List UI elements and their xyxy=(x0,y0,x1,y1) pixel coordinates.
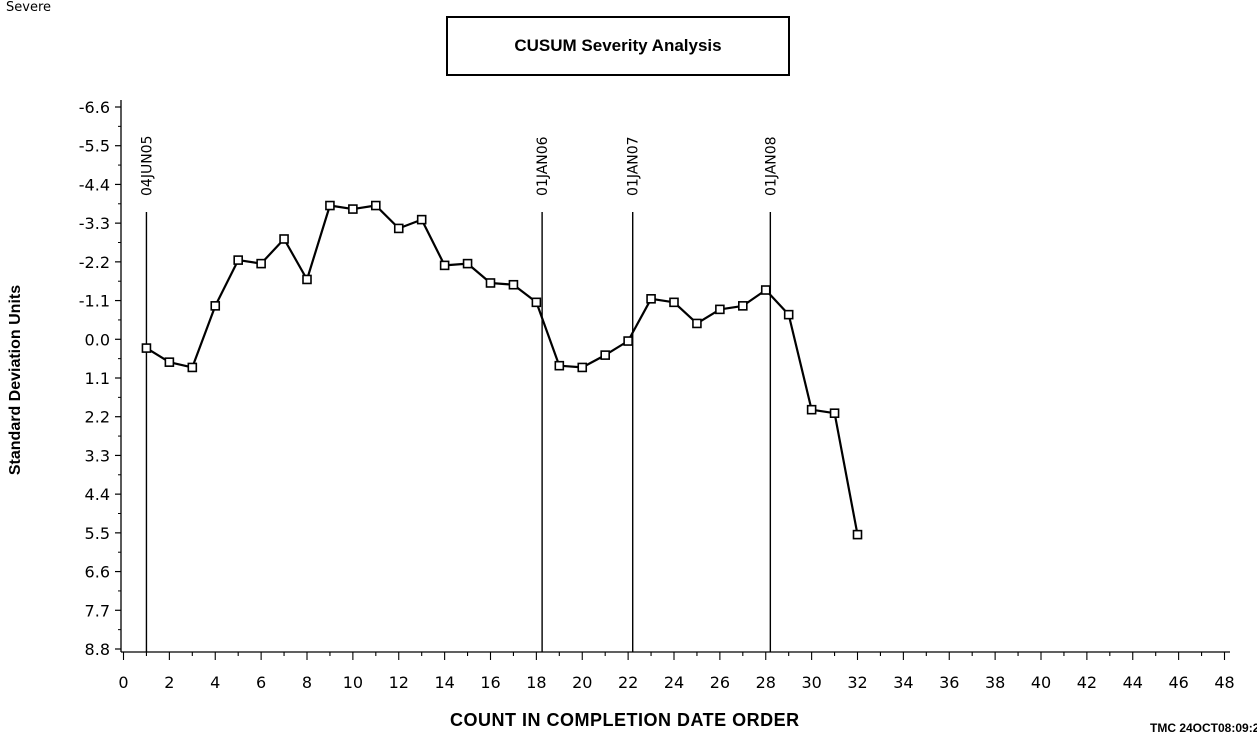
x-tick-label: 6 xyxy=(256,673,266,692)
x-tick-label: 42 xyxy=(1077,673,1097,692)
data-point-marker xyxy=(646,294,656,304)
y-tick-label: -4.4 xyxy=(79,175,110,194)
y-tick-label: 6.6 xyxy=(85,563,110,582)
data-point-marker xyxy=(554,360,565,371)
data-point-marker xyxy=(462,258,473,269)
y-tick-label: 2.2 xyxy=(85,408,110,427)
x-tick-label: 4 xyxy=(210,673,220,692)
y-tick-label: 1.1 xyxy=(85,369,110,388)
x-tick-label: 40 xyxy=(1031,673,1051,692)
data-point-marker xyxy=(692,318,702,329)
data-point-marker xyxy=(439,260,450,271)
data-point-marker xyxy=(302,274,312,285)
x-tick-label: 2 xyxy=(164,673,174,692)
x-tick-label: 48 xyxy=(1214,673,1234,692)
data-point-marker xyxy=(806,404,817,415)
data-point-marker xyxy=(416,214,427,225)
x-tick-label: 30 xyxy=(801,673,821,692)
data-point-marker xyxy=(164,357,175,367)
x-tick-label: 28 xyxy=(756,673,776,692)
reference-line-label: 01JAN06 xyxy=(535,136,551,196)
x-tick-label: 22 xyxy=(618,673,638,692)
x-tick-label: 44 xyxy=(1123,673,1143,692)
y-tick-label: -6.6 xyxy=(79,98,110,117)
x-tick-label: 26 xyxy=(710,673,730,692)
timestamp-stamp: TMC 24OCT08:09:22 xyxy=(1150,721,1257,735)
x-tick-label: 20 xyxy=(572,673,592,692)
data-point-marker xyxy=(760,285,771,295)
reference-line-label: 04JUN05 xyxy=(139,136,155,196)
data-point-marker xyxy=(623,336,633,346)
reference-line-label: 01JAN07 xyxy=(626,136,642,196)
y-tick-label: 3.3 xyxy=(85,446,110,465)
y-tick-label: -1.1 xyxy=(79,292,110,311)
y-tick-label: 8.8 xyxy=(85,640,110,659)
y-tick-label: 7.7 xyxy=(85,601,110,620)
x-tick-label: 14 xyxy=(434,673,454,692)
data-point-marker xyxy=(141,343,152,353)
y-tick-label: 5.5 xyxy=(85,524,110,543)
data-point-marker xyxy=(210,301,221,311)
reference-line-label: 01JAN08 xyxy=(763,136,779,196)
x-tick-label: 12 xyxy=(389,673,409,692)
data-point-marker xyxy=(508,279,519,290)
data-point-marker xyxy=(325,200,335,211)
data-point-marker xyxy=(738,301,748,311)
data-point-marker xyxy=(233,255,243,265)
y-tick-label: 0.0 xyxy=(85,330,110,349)
x-tick-label: 18 xyxy=(526,673,546,692)
chart-title: CUSUM Severity Analysis xyxy=(446,16,790,76)
data-point-marker xyxy=(852,529,863,540)
data-point-marker xyxy=(187,362,198,373)
y-tick-label: 4.4 xyxy=(85,485,110,504)
data-point-marker xyxy=(393,223,404,234)
data-point-marker xyxy=(600,350,610,360)
x-axis-label: COUNT IN COMPLETION DATE ORDER xyxy=(450,710,800,730)
x-tick-label: 10 xyxy=(343,673,363,692)
x-tick-label: 38 xyxy=(985,673,1005,692)
data-point-marker xyxy=(829,408,840,418)
series-line xyxy=(145,204,859,535)
data-point-marker xyxy=(531,297,542,308)
x-tick-label: 16 xyxy=(480,673,500,692)
x-tick-label: 24 xyxy=(664,673,684,692)
data-point-marker xyxy=(371,200,381,211)
data-point-marker xyxy=(279,234,289,244)
data-point-marker xyxy=(715,304,725,315)
x-tick-label: 8 xyxy=(302,673,312,692)
data-point-marker xyxy=(783,309,794,320)
x-tick-label: 32 xyxy=(847,673,867,692)
y-tick-label: -5.5 xyxy=(79,137,110,156)
data-point-marker xyxy=(256,258,266,269)
x-tick-label: 0 xyxy=(118,673,128,692)
corner-note: Severe xyxy=(6,0,51,15)
data-point-marker xyxy=(577,362,588,373)
data-point-marker xyxy=(485,278,496,288)
y-tick-label: -3.3 xyxy=(79,214,110,233)
data-point-marker xyxy=(348,204,358,214)
x-tick-label: 36 xyxy=(939,673,959,692)
y-tick-label: -2.2 xyxy=(79,253,110,272)
x-tick-label: 34 xyxy=(893,673,913,692)
x-tick-label: 46 xyxy=(1168,673,1188,692)
data-point-marker xyxy=(669,297,679,308)
